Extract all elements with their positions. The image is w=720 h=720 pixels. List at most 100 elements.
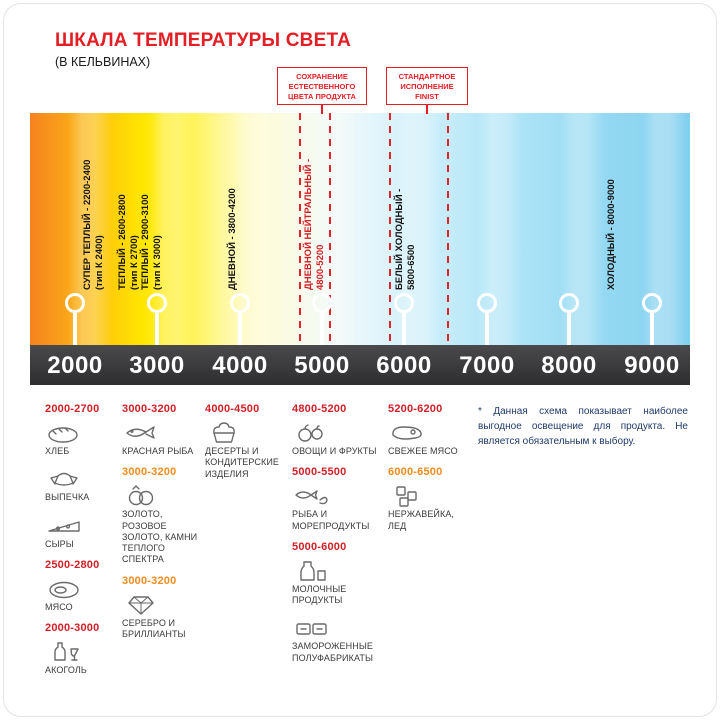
- legend-item-label: ДЕСЕРТЫ И КОНДИТЕРСКИЕ ИЗДЕЛИЯ: [205, 446, 280, 479]
- zone-label-main: ДНЕВНОЙ НЕЙТРАЛЬНЫЙ -: [303, 158, 314, 290]
- temperature-gradient-band: [30, 113, 690, 345]
- legend-item: ЗАМОРОЖЕННЫЕ ПОЛУФАБРИКАТЫ: [292, 615, 380, 664]
- pin-stem: [650, 312, 654, 345]
- milk-icon: [300, 561, 326, 581]
- legend-column-5: 5200-6200 СВЕЖЕЕ МЯСО 6000-6500 НЕРЖАВЕЙ…: [388, 403, 474, 541]
- pin-stem: [402, 312, 406, 345]
- zone-label-main: ТЕПЛЫЙ - 2600-2800: [117, 194, 128, 290]
- dashed-guide-5800: [389, 113, 391, 343]
- legend-item: КРАСНАЯ РЫБА: [122, 420, 200, 457]
- scale-pin-9000: [642, 293, 662, 313]
- page-subtitle: (В КЕЛЬВИНАХ): [55, 55, 151, 69]
- scale-pin-4000: [230, 293, 250, 313]
- legend-item: МЯСО: [45, 576, 117, 613]
- legend-item-label: СЕРЕБРО И БРИЛЛИАНТЫ: [122, 617, 186, 639]
- pin-stem: [485, 312, 489, 345]
- range-heading: 3000-3200: [122, 574, 177, 587]
- zone-label-neutral-daylight: ДНЕВНОЙ НЕЙТРАЛЬНЫЙ - 4800-5200: [303, 159, 327, 290]
- frozen-icon: [296, 623, 327, 635]
- legend-item: ЗОЛОТО, РОЗОВОЕ ЗОЛОТО, КАМНИ ТЕПЛОГО СП…: [122, 483, 200, 565]
- legend-item: СВЕЖЕЕ МЯСО: [388, 420, 474, 457]
- range-heading: 3000-3200: [122, 466, 177, 479]
- pin-stem: [238, 312, 242, 345]
- zone-label-cold: ХОЛОДНЫЙ - 8000-9000: [606, 179, 618, 290]
- legend-item-label: ВЫПЕЧКА: [45, 492, 90, 503]
- gradient-stripes: [30, 113, 690, 345]
- legend-item: ОВОЩИ И ФРУКТЫ: [292, 420, 380, 457]
- fresh-meat-icon: [392, 426, 422, 440]
- range-heading: 2500-2800: [45, 558, 100, 571]
- legend-item-label: АКОГОЛЬ: [45, 665, 87, 675]
- legend-item-label: РЫБА И МОРЕПРОДУКТЫ: [292, 509, 370, 531]
- range-heading: 5200-6200: [388, 403, 443, 415]
- tick-7000: 7000: [459, 352, 515, 379]
- range-heading: 4800-5200: [292, 403, 347, 415]
- footnote: * Данная схема показывает наиболее выгод…: [478, 406, 688, 447]
- zone-label-warm-3000: ТЕПЛЫЙ - 2900-3100 (тип К 3000): [140, 194, 164, 290]
- legend-item-label: КРАСНАЯ РЫБА: [122, 446, 194, 456]
- bread-icon: [48, 427, 78, 443]
- dessert-icon: [213, 422, 235, 443]
- callout-finist-standard: СТАНДАРТНОЕ ИСПОЛНЕНИЕ FINIST: [386, 67, 468, 105]
- dashed-guide-6500: [447, 113, 449, 343]
- zone-label-sub: 4800-5200: [315, 244, 326, 290]
- scale-pin-3000: [147, 293, 167, 313]
- scale-pin-8000: [559, 293, 579, 313]
- legend-item: НЕРЖАВЕЙКА, ЛЕД: [388, 483, 474, 532]
- dashed-guide-4800: [299, 113, 301, 343]
- tick-2000: 2000: [47, 352, 103, 379]
- legend-column-4: 4800-5200 ОВОЩИ И ФРУКТЫ 5000-5500 РЫБА …: [292, 403, 380, 673]
- ice-icon: [396, 486, 417, 507]
- legend-item: ВЫПЕЧКА: [45, 466, 117, 503]
- zone-label-warm-2700: ТЕПЛЫЙ - 2600-2800 (тип К 2700): [117, 194, 141, 290]
- range-heading: 3000-3200: [122, 403, 177, 415]
- callout-connector-line: [321, 105, 323, 114]
- range-heading: 5000-6000: [292, 540, 347, 553]
- fish-icon: [126, 426, 155, 439]
- zone-label-sub: 5800-6500: [406, 244, 417, 290]
- scale-pin-7000: [477, 293, 497, 313]
- zone-label-main: ТЕПЛЫЙ - 2900-3100: [140, 194, 151, 290]
- callout-natural-color: СОХРАНЕНИЕ ЕСТЕСТВЕННОГО ЦВЕТА ПРОДУКТА: [277, 67, 367, 105]
- zone-label-main: ХОЛОДНЫЙ - 8000-9000: [606, 179, 617, 290]
- legend-item-label: НЕРЖАВЕЙКА, ЛЕД: [388, 509, 455, 531]
- page-title: ШКАЛА ТЕМПЕРАТУРЫ СВЕТА: [55, 30, 352, 51]
- range-heading: 4000-4500: [205, 403, 260, 415]
- pastry-icon: [50, 473, 78, 486]
- scale-pin-6000: [394, 293, 414, 313]
- callout-connector-line: [426, 105, 428, 114]
- pin-stem: [73, 312, 77, 345]
- legend-item-label: ОВОЩИ И ФРУКТЫ: [292, 446, 377, 456]
- kelvin-axis-bar: [30, 345, 690, 385]
- legend-item: АКОГОЛЬ: [45, 639, 117, 676]
- legend-item-label: ЗОЛОТО, РОЗОВОЕ ЗОЛОТО, КАМНИ ТЕПЛОГО СП…: [122, 509, 198, 565]
- legend-item: РЫБА И МОРЕПРОДУКТЫ: [292, 483, 380, 532]
- pin-stem: [567, 312, 571, 345]
- legend-item: ХЛЕБ: [45, 420, 117, 457]
- legend-item-label: МЯСО: [45, 601, 73, 612]
- zone-label-main: БЕЛЫЙ ХОЛОДНЫЙ -: [394, 188, 405, 290]
- zone-label-sub: (тип К 3000): [152, 235, 163, 290]
- legend-item-label: ХЛЕБ: [45, 446, 70, 456]
- pin-stem: [155, 312, 159, 345]
- seafood-icon: [295, 490, 328, 505]
- legend-item: МОЛОЧНЫЕ ПРОДУКТЫ: [292, 558, 380, 607]
- scale-pin-2000: [65, 293, 85, 313]
- zone-label-main: ДНЕВНОЙ - 3800-4200: [227, 188, 238, 290]
- dashed-guide-5200: [329, 113, 331, 343]
- legend-item: СЫРЫ: [45, 513, 117, 550]
- cheese-icon: [48, 520, 80, 532]
- legend-column-3: 4000-4500 ДЕСЕРТЫ И КОНДИТЕРСКИЕ ИЗДЕЛИЯ: [205, 403, 285, 489]
- zone-label-super-warm: СУПЕР ТЕПЛЫЙ - 2200-2400 (тип К 2400): [82, 160, 106, 290]
- alcohol-icon: [54, 642, 79, 661]
- tick-6000: 6000: [376, 352, 432, 379]
- zone-label-daylight: ДНЕВНОЙ - 3800-4200: [227, 188, 239, 290]
- legend-column-2: 3000-3200 КРАСНАЯ РЫБА 3000-3200 ЗОЛОТО,…: [122, 403, 200, 649]
- legend-item-label: МОЛОЧНЫЕ ПРОДУКТЫ: [292, 583, 347, 605]
- range-heading: 5000-5500: [292, 466, 347, 479]
- steak-icon: [49, 581, 79, 598]
- legend-item-label: ЗАМОРОЖЕННЫЕ ПОЛУФАБРИКАТЫ: [292, 641, 374, 663]
- tick-4000: 4000: [212, 352, 268, 379]
- fruits-icon: [298, 424, 323, 442]
